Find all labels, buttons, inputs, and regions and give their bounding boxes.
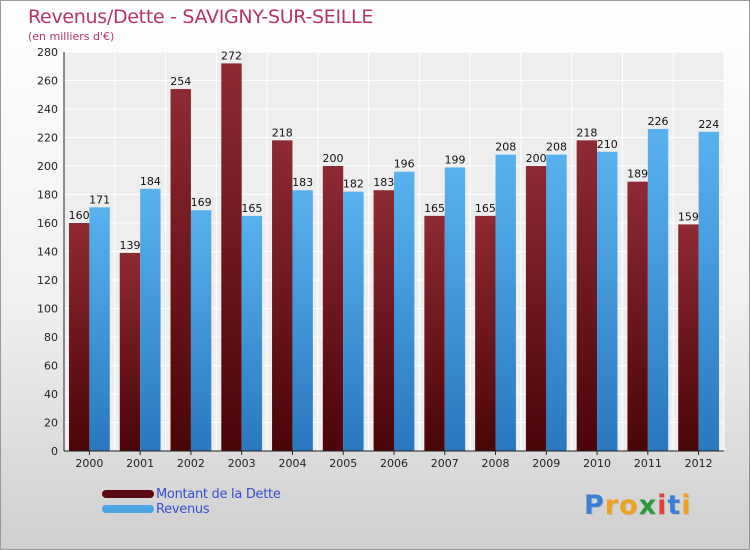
- bar-dette: [221, 63, 242, 452]
- chart-title: Revenus/Dette - SAVIGNY-SUR-SEILLE: [28, 6, 374, 28]
- bar-dette: [678, 224, 699, 451]
- data-label-dette: 165: [424, 202, 445, 215]
- bar-revenus: [495, 154, 516, 451]
- logo-letter: x: [638, 490, 658, 521]
- proxiti-logo: Proxiti: [584, 490, 692, 521]
- y-tick-label: 100: [37, 303, 58, 316]
- bar-revenus: [597, 151, 618, 451]
- data-label-revenus: 208: [495, 141, 516, 154]
- bar-dette: [170, 89, 191, 452]
- bar-revenus: [89, 207, 110, 451]
- x-tick-label: 2011: [634, 457, 662, 470]
- data-label-revenus: 210: [597, 138, 618, 151]
- bar-dette: [322, 166, 344, 451]
- data-label-dette: 200: [323, 152, 344, 165]
- bar-revenus: [698, 131, 720, 452]
- x-tick-label: 2009: [532, 457, 560, 470]
- y-tick-label: 40: [44, 388, 58, 401]
- x-tick-label: 2003: [228, 457, 256, 470]
- logo-letter: o: [619, 490, 639, 521]
- data-label-revenus: 165: [241, 202, 262, 215]
- bar-dette: [424, 215, 445, 451]
- chart-subtitle: (en milliers d'€): [28, 30, 115, 43]
- data-label-dette: 165: [475, 202, 496, 215]
- logo-letter: t: [667, 490, 682, 521]
- data-label-dette: 189: [627, 168, 648, 181]
- data-label-dette: 160: [69, 209, 90, 222]
- logo-letter: r: [604, 490, 620, 521]
- data-label-revenus: 182: [343, 178, 364, 191]
- y-tick-label: 60: [44, 360, 58, 373]
- y-tick-label: 240: [37, 103, 58, 116]
- bar-dette: [373, 190, 394, 451]
- bar-dette: [119, 252, 141, 451]
- data-label-revenus: 196: [394, 158, 415, 171]
- x-tick-label: 2012: [685, 457, 713, 470]
- legend-label-revenus: Revenus: [156, 502, 210, 517]
- data-label-revenus: 199: [444, 153, 465, 166]
- data-label-revenus: 184: [140, 175, 161, 188]
- data-label-dette: 183: [373, 176, 394, 189]
- bar-dette: [272, 140, 293, 451]
- data-label-dette: 254: [170, 75, 191, 88]
- x-tick-label: 2008: [482, 457, 510, 470]
- data-label-revenus: 169: [191, 196, 212, 209]
- bar-dette: [525, 166, 547, 451]
- data-label-revenus: 224: [698, 118, 719, 131]
- data-label-dette: 200: [526, 152, 547, 165]
- data-label-revenus: 208: [546, 141, 567, 154]
- x-tick-label: 2007: [431, 457, 459, 470]
- y-tick-label: 220: [37, 132, 58, 145]
- y-tick-label: 280: [37, 46, 58, 59]
- bar-revenus: [140, 188, 161, 452]
- x-tick-label: 2006: [380, 457, 408, 470]
- data-label-dette: 139: [119, 239, 140, 252]
- bar-revenus: [647, 128, 669, 451]
- bar-dette: [627, 181, 648, 452]
- bar-revenus: [546, 154, 567, 451]
- x-tick-label: 2004: [278, 457, 306, 470]
- bar-dette: [68, 223, 90, 451]
- y-tick-label: 120: [37, 274, 58, 287]
- y-tick-label: 180: [37, 189, 58, 202]
- y-tick-label: 260: [37, 75, 58, 88]
- x-tick-label: 2002: [177, 457, 205, 470]
- legend-swatch-revenus: [102, 505, 154, 513]
- legend-swatch-dette: [102, 490, 154, 498]
- data-label-dette: 272: [221, 49, 242, 62]
- data-label-dette: 159: [678, 210, 699, 223]
- y-tick-label: 200: [37, 160, 58, 173]
- bar-dette: [576, 140, 598, 451]
- bar-dette: [475, 215, 496, 451]
- logo-letter: P: [584, 490, 605, 521]
- logo-letter: i: [657, 490, 668, 521]
- y-tick-label: 80: [44, 331, 58, 344]
- y-tick-label: 0: [51, 445, 58, 458]
- y-tick-label: 160: [37, 217, 58, 230]
- bar-revenus: [190, 210, 212, 451]
- data-label-dette: 218: [272, 126, 293, 139]
- y-tick-label: 140: [37, 246, 58, 259]
- bar-revenus: [444, 167, 466, 452]
- data-label-revenus: 183: [292, 176, 313, 189]
- data-label-revenus: 226: [648, 115, 669, 128]
- data-label-dette: 218: [576, 126, 597, 139]
- data-label-revenus: 171: [89, 193, 110, 206]
- x-tick-label: 2010: [583, 457, 611, 470]
- logo-letter: i: [681, 490, 692, 521]
- bar-revenus: [292, 190, 313, 451]
- x-tick-label: 2005: [329, 457, 357, 470]
- bar-revenus: [241, 215, 263, 451]
- bar-revenus: [394, 171, 415, 451]
- legend-label-dette: Montant de la Dette: [156, 487, 281, 502]
- y-tick-label: 20: [44, 417, 58, 430]
- bar-revenus: [343, 191, 364, 451]
- x-tick-label: 2000: [75, 457, 103, 470]
- x-tick-label: 2001: [126, 457, 154, 470]
